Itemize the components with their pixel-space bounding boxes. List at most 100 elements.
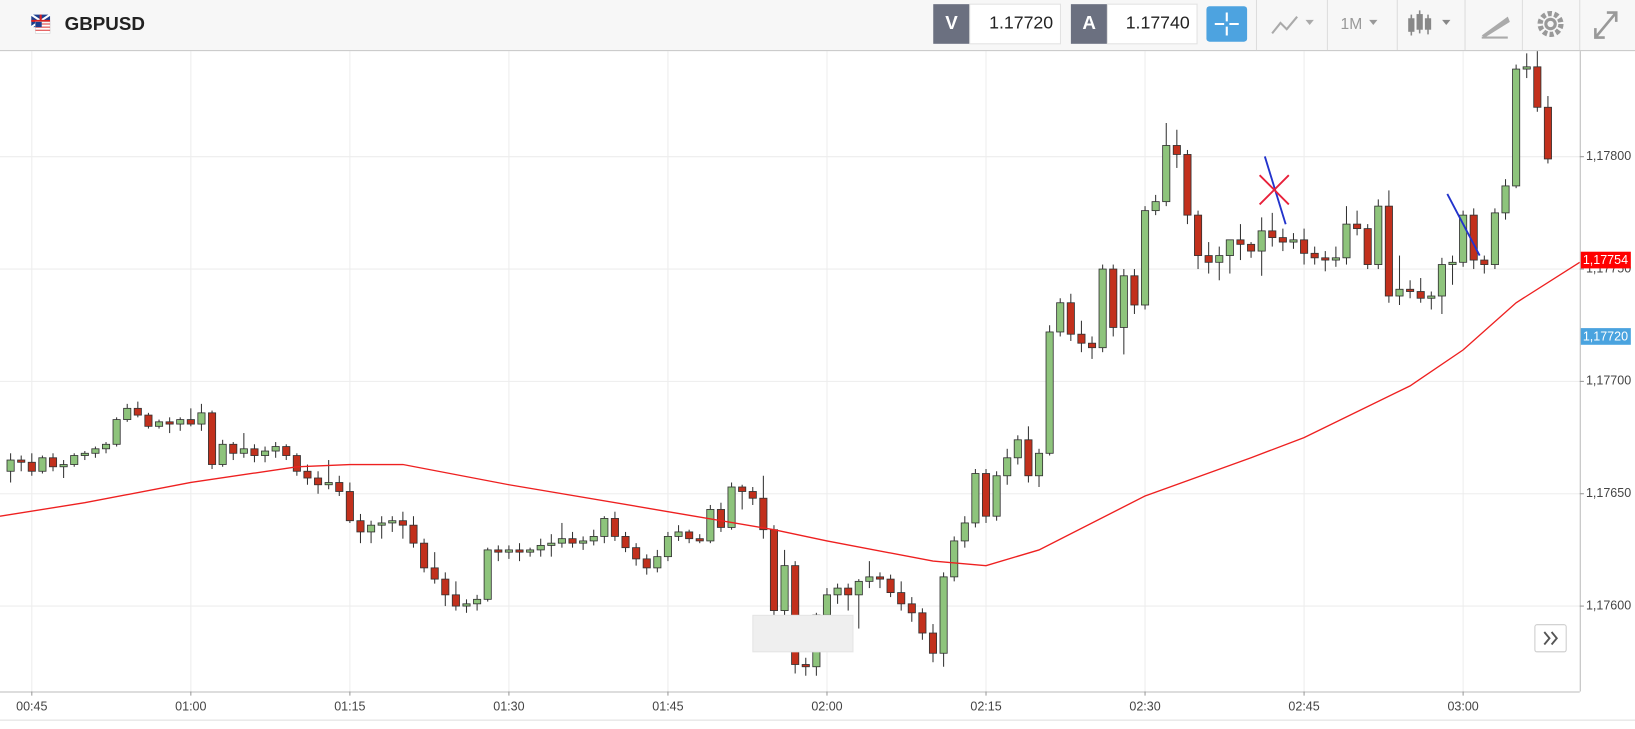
- candle-body: [727, 486, 736, 528]
- candle-body: [515, 549, 524, 553]
- candle-body: [314, 477, 323, 486]
- ask-label: A: [1082, 12, 1096, 33]
- candle-body: [208, 412, 217, 465]
- candle-body: [144, 414, 153, 427]
- candle-body: [769, 529, 778, 611]
- flag: [30, 13, 51, 34]
- candle-body: [420, 542, 429, 569]
- candle-body: [1088, 342, 1097, 349]
- candle-body: [748, 491, 757, 499]
- candle-body: [133, 407, 142, 416]
- candle-body: [292, 455, 301, 472]
- candle-body: [494, 549, 503, 553]
- candle-body: [716, 509, 725, 528]
- candle-body: [186, 419, 195, 425]
- candle-body: [229, 443, 238, 454]
- candle-body: [971, 473, 980, 524]
- scroll-right-button[interactable]: [1534, 624, 1567, 653]
- toolbar: [0, 0, 1635, 51]
- candle-body: [833, 587, 842, 596]
- chart-type-button[interactable]: [1408, 10, 1451, 36]
- x-tick-label: 03:00: [1447, 699, 1478, 713]
- candle-body: [239, 448, 248, 454]
- candle-body: [1533, 66, 1542, 108]
- candle-body: [610, 518, 619, 537]
- candle-body: [335, 482, 344, 492]
- candle-body: [91, 448, 100, 454]
- x-tick-label: 00:45: [16, 699, 47, 713]
- candle-body: [1151, 201, 1160, 212]
- x-tick-label: 01:30: [493, 699, 524, 713]
- candle-body: [759, 497, 768, 531]
- candle-body: [473, 598, 482, 605]
- candle-body: [250, 448, 259, 456]
- candle-body: [1363, 228, 1372, 265]
- candle-body: [897, 592, 906, 605]
- candle-body: [409, 524, 418, 544]
- candle-body: [1522, 66, 1531, 70]
- candle-body: [1331, 257, 1340, 261]
- candle-body: [27, 461, 36, 472]
- settings-button[interactable]: [1537, 10, 1564, 38]
- draw-button[interactable]: [1481, 16, 1510, 39]
- candle-body: [1236, 239, 1245, 245]
- fullscreen-button[interactable]: [1594, 11, 1618, 39]
- candle-body: [367, 524, 376, 533]
- x-tick-label: 01:00: [175, 699, 206, 713]
- marks: [0, 51, 1581, 676]
- grid: [0, 51, 1580, 692]
- candle-body: [1437, 264, 1446, 297]
- indicator-button[interactable]: [1271, 16, 1314, 35]
- candle-body: [536, 544, 545, 551]
- candle-body: [48, 457, 58, 468]
- candle-body: [70, 455, 79, 465]
- candle-body: [271, 446, 280, 452]
- candle-body: [907, 603, 916, 614]
- candle-body: [1141, 210, 1150, 306]
- candle-body: [1003, 457, 1012, 477]
- candle-body: [80, 452, 89, 456]
- candle-body: [398, 520, 407, 526]
- candle-body: [1459, 214, 1468, 263]
- candle-body: [1045, 331, 1054, 454]
- candle-body: [123, 407, 132, 421]
- crosshair-button[interactable]: [1206, 6, 1248, 42]
- candle-body: [1416, 291, 1425, 299]
- candle-body: [324, 482, 333, 486]
- bid-label: V: [945, 12, 958, 33]
- candle-body: [886, 578, 895, 594]
- candle-body: [589, 536, 598, 542]
- candle-body: [1342, 223, 1351, 259]
- x-tick-label: 02:45: [1288, 699, 1319, 713]
- candle-body: [1300, 239, 1309, 254]
- candle-body: [303, 470, 312, 479]
- candle-body: [918, 612, 927, 634]
- candle-body: [950, 540, 959, 578]
- candle-body: [483, 549, 492, 600]
- candle-body: [17, 459, 26, 463]
- ask-badge: [1070, 4, 1108, 44]
- candle-body: [992, 475, 1001, 517]
- candle-body: [1172, 145, 1181, 155]
- candle-body: [1204, 255, 1213, 263]
- candle-body: [1353, 223, 1362, 230]
- candle-body: [155, 421, 164, 427]
- candle-body: [1490, 212, 1499, 265]
- candle-body: [642, 558, 651, 569]
- candle-body: [939, 576, 948, 654]
- candle-body: [1395, 288, 1404, 297]
- timeframe-caret: [1369, 19, 1378, 26]
- candle-body: [600, 518, 609, 537]
- timeframe[interactable]: 1M: [1341, 16, 1363, 33]
- candle-body: [1077, 333, 1086, 344]
- candle-body: [928, 632, 938, 654]
- candle-body: [1289, 239, 1298, 243]
- ask-box: [1106, 3, 1198, 45]
- axes: 1,176001,176501,177001,177501,1780000:45…: [16, 149, 1631, 713]
- candle-body: [197, 412, 206, 425]
- candle-body: [801, 664, 810, 668]
- candle-body: [441, 578, 450, 596]
- y-tick-label: 1,17600: [1586, 598, 1631, 612]
- candle-body: [547, 542, 556, 546]
- candle-body: [1024, 439, 1033, 477]
